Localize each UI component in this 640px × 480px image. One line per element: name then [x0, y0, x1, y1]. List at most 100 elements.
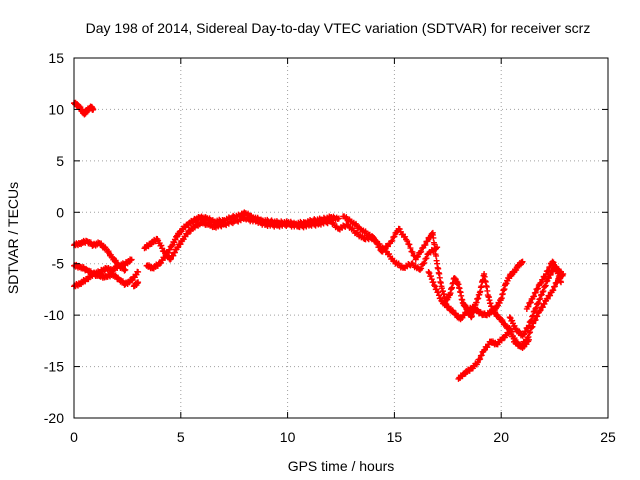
y-tick-label: -20: [44, 410, 64, 426]
data-point: [391, 233, 398, 240]
data-point: [409, 249, 416, 256]
data-point: [532, 316, 539, 323]
data-point: [537, 307, 544, 314]
series-arc-1: [71, 99, 97, 118]
x-axis-label: GPS time / hours: [288, 458, 395, 474]
data-point: [344, 221, 351, 228]
data-point: [524, 334, 531, 341]
x-tick-label: 5: [177, 429, 185, 445]
data-point: [545, 267, 552, 274]
axis-ticks: [73, 57, 609, 419]
chart-title: Day 198 of 2014, Sidereal Day-to-day VTE…: [86, 20, 591, 36]
data-point: [539, 304, 546, 311]
data-point: [430, 279, 437, 286]
y-tick-label: -15: [44, 359, 64, 375]
data-point: [428, 230, 435, 237]
data-marks: [71, 99, 567, 382]
data-point: [418, 265, 425, 272]
data-point: [135, 279, 142, 286]
series-arc-12: [455, 328, 532, 382]
data-point: [404, 238, 411, 245]
data-point: [128, 256, 135, 263]
series-arc-9: [340, 213, 441, 273]
x-tick-label: 25: [600, 429, 616, 445]
data-point: [422, 255, 429, 262]
data-point: [549, 268, 556, 275]
data-point: [177, 241, 184, 248]
data-point: [135, 268, 142, 275]
data-point: [560, 271, 567, 277]
data-point: [542, 282, 549, 289]
data-point: [544, 295, 551, 302]
data-point: [538, 279, 545, 286]
data-point: [423, 255, 430, 262]
series-arc-7: [141, 214, 334, 263]
data-point: [543, 278, 550, 285]
y-tick-label: 10: [48, 101, 64, 117]
x-tick-label: 0: [70, 429, 78, 445]
data-point: [171, 249, 178, 256]
data-point: [90, 106, 97, 113]
data-point: [414, 253, 421, 260]
data-point: [531, 293, 538, 300]
data-point: [527, 329, 534, 336]
data-point: [527, 299, 534, 306]
data-point: [418, 248, 425, 255]
data-point: [539, 276, 546, 283]
data-point: [384, 243, 391, 250]
data-point: [407, 245, 414, 252]
data-point: [529, 323, 536, 330]
data-point: [425, 268, 432, 275]
data-point: [541, 300, 548, 307]
data-point: [543, 271, 550, 277]
data-point: [525, 333, 532, 340]
data-point: [167, 255, 174, 262]
data-point: [545, 275, 552, 282]
series-arc-8: [327, 218, 436, 263]
y-tick-label: 5: [56, 153, 64, 169]
series-arc-5: [130, 279, 142, 290]
data-point: [528, 324, 535, 331]
x-tick-label: 10: [280, 429, 296, 445]
y-tick-label: -10: [44, 307, 64, 323]
series-arc-14: [511, 271, 567, 350]
data-point: [547, 292, 554, 299]
data-point: [170, 252, 177, 259]
data-point: [406, 241, 413, 248]
data-point: [158, 242, 165, 249]
data-point: [166, 246, 173, 253]
data-point: [558, 279, 565, 286]
data-point: [478, 352, 485, 359]
data-point: [506, 314, 513, 321]
data-point: [122, 266, 129, 273]
data-point: [541, 283, 548, 290]
data-point: [474, 359, 481, 366]
y-tick-label: 15: [48, 50, 64, 66]
data-point: [509, 317, 516, 324]
data-point: [184, 231, 191, 238]
data-point: [535, 300, 542, 307]
series-arc-3: [71, 256, 135, 290]
grid-lines: [74, 58, 608, 418]
data-point: [431, 282, 438, 289]
data-point: [525, 303, 532, 310]
data-point: [519, 258, 526, 265]
data-point: [539, 288, 546, 295]
data-point: [521, 331, 528, 338]
data-point: [335, 215, 342, 222]
y-axis-label: SDTVAR / TECUs: [5, 182, 21, 294]
data-point: [402, 233, 409, 240]
y-tick-labels: -20 -15 -10 -5 0 5 10 15: [44, 50, 64, 426]
data-point: [420, 260, 427, 267]
data-point: [537, 295, 544, 302]
plot-frame: [73, 57, 609, 419]
data-point: [526, 330, 533, 337]
data-point: [427, 273, 434, 280]
data-point: [121, 267, 128, 274]
x-tick-labels: 0 5 10 15 20 25: [70, 429, 616, 445]
y-tick-label: -5: [52, 256, 65, 272]
data-point: [389, 237, 396, 244]
data-point: [540, 288, 547, 295]
